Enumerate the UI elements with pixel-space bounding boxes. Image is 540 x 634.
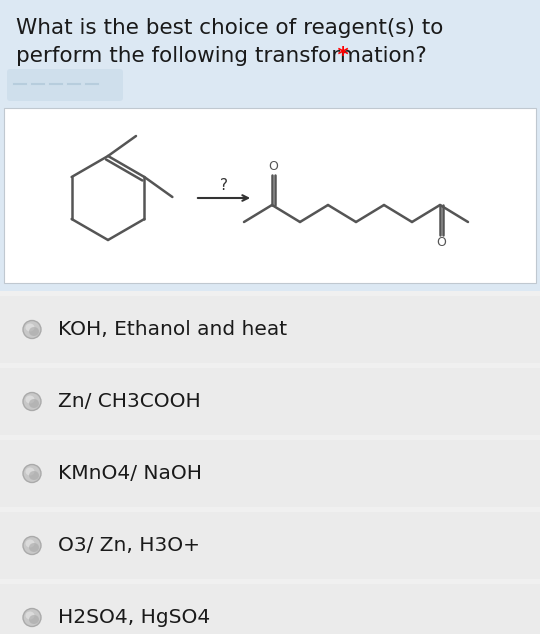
Ellipse shape — [29, 543, 39, 552]
Text: H2SO4, HgSO4: H2SO4, HgSO4 — [58, 608, 210, 627]
Ellipse shape — [29, 399, 39, 408]
Text: KOH, Ethanol and heat: KOH, Ethanol and heat — [58, 320, 287, 339]
Text: O: O — [268, 160, 279, 174]
Ellipse shape — [23, 536, 41, 555]
Text: ?: ? — [220, 178, 228, 193]
Ellipse shape — [29, 615, 39, 624]
FancyBboxPatch shape — [0, 0, 540, 291]
Ellipse shape — [25, 323, 35, 332]
FancyBboxPatch shape — [0, 512, 540, 579]
FancyBboxPatch shape — [0, 440, 540, 507]
Ellipse shape — [23, 609, 41, 626]
FancyBboxPatch shape — [0, 368, 540, 435]
Ellipse shape — [23, 465, 41, 482]
Text: O3/ Zn, H3O+: O3/ Zn, H3O+ — [58, 536, 200, 555]
Ellipse shape — [23, 392, 41, 410]
Ellipse shape — [23, 321, 41, 339]
FancyBboxPatch shape — [4, 108, 536, 283]
FancyBboxPatch shape — [0, 584, 540, 634]
Text: What is the best choice of reagent(s) to: What is the best choice of reagent(s) to — [16, 18, 443, 38]
Ellipse shape — [25, 540, 35, 548]
FancyBboxPatch shape — [7, 69, 123, 101]
Ellipse shape — [25, 396, 35, 403]
Text: O: O — [436, 236, 447, 250]
FancyBboxPatch shape — [0, 296, 540, 363]
Text: KMnO4/ NaOH: KMnO4/ NaOH — [58, 464, 202, 483]
Ellipse shape — [29, 471, 39, 480]
Text: Zn/ CH3COOH: Zn/ CH3COOH — [58, 392, 201, 411]
Text: *: * — [330, 46, 349, 66]
Ellipse shape — [25, 612, 35, 619]
Text: perform the following transformation?: perform the following transformation? — [16, 46, 427, 66]
Ellipse shape — [29, 327, 39, 336]
Ellipse shape — [25, 467, 35, 476]
